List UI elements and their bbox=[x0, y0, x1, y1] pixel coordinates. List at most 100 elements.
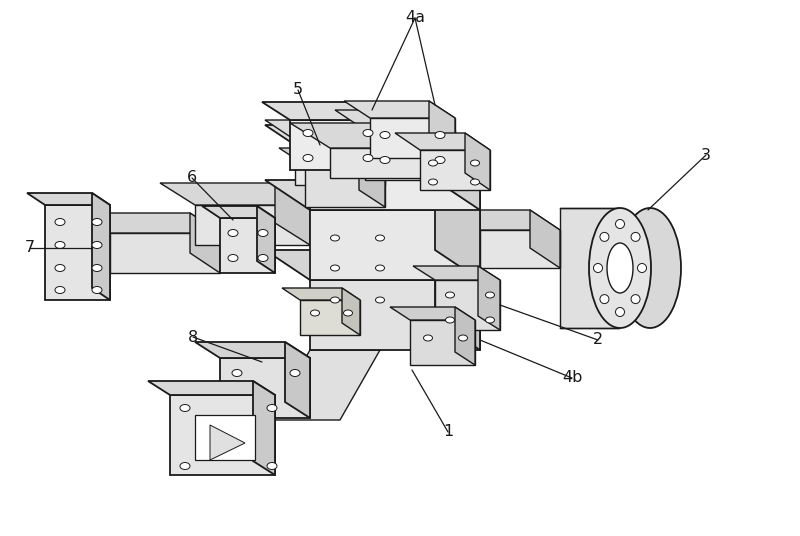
Polygon shape bbox=[305, 165, 385, 207]
Ellipse shape bbox=[446, 292, 454, 298]
Ellipse shape bbox=[638, 264, 646, 272]
Ellipse shape bbox=[303, 130, 313, 137]
Ellipse shape bbox=[486, 317, 494, 323]
Ellipse shape bbox=[330, 265, 339, 271]
Polygon shape bbox=[344, 101, 455, 118]
Ellipse shape bbox=[458, 335, 467, 341]
Ellipse shape bbox=[267, 405, 277, 412]
Polygon shape bbox=[359, 148, 385, 207]
Ellipse shape bbox=[375, 235, 385, 241]
Ellipse shape bbox=[594, 264, 602, 272]
Polygon shape bbox=[450, 210, 560, 230]
Polygon shape bbox=[290, 123, 460, 148]
Ellipse shape bbox=[228, 229, 238, 236]
Ellipse shape bbox=[258, 229, 268, 236]
Polygon shape bbox=[413, 266, 500, 280]
Ellipse shape bbox=[55, 264, 65, 272]
Polygon shape bbox=[330, 148, 460, 178]
Polygon shape bbox=[202, 206, 275, 218]
Ellipse shape bbox=[267, 463, 277, 470]
Polygon shape bbox=[275, 183, 310, 245]
Polygon shape bbox=[190, 213, 220, 273]
Text: 4a: 4a bbox=[405, 11, 425, 26]
Polygon shape bbox=[435, 180, 480, 280]
Ellipse shape bbox=[631, 295, 640, 303]
Polygon shape bbox=[148, 381, 275, 395]
Polygon shape bbox=[530, 210, 560, 268]
Polygon shape bbox=[335, 110, 455, 130]
Polygon shape bbox=[27, 193, 110, 205]
Polygon shape bbox=[435, 250, 480, 350]
Ellipse shape bbox=[228, 255, 238, 262]
Polygon shape bbox=[480, 230, 560, 268]
Ellipse shape bbox=[429, 160, 438, 166]
Ellipse shape bbox=[363, 154, 373, 161]
Ellipse shape bbox=[92, 264, 102, 272]
Ellipse shape bbox=[380, 157, 390, 163]
Polygon shape bbox=[310, 155, 480, 210]
Ellipse shape bbox=[615, 308, 625, 316]
Polygon shape bbox=[435, 125, 480, 210]
Ellipse shape bbox=[92, 219, 102, 226]
Ellipse shape bbox=[55, 219, 65, 226]
Text: 2: 2 bbox=[593, 332, 603, 347]
Polygon shape bbox=[410, 320, 475, 365]
Ellipse shape bbox=[55, 242, 65, 249]
Ellipse shape bbox=[423, 335, 433, 341]
Ellipse shape bbox=[310, 310, 319, 316]
Ellipse shape bbox=[615, 220, 625, 228]
Polygon shape bbox=[195, 342, 310, 358]
Polygon shape bbox=[92, 193, 110, 300]
Ellipse shape bbox=[619, 208, 681, 328]
Ellipse shape bbox=[589, 208, 651, 328]
Ellipse shape bbox=[330, 297, 339, 303]
Polygon shape bbox=[285, 342, 310, 418]
Polygon shape bbox=[257, 206, 275, 273]
Ellipse shape bbox=[600, 233, 609, 241]
Polygon shape bbox=[265, 125, 480, 155]
Ellipse shape bbox=[631, 233, 640, 241]
Polygon shape bbox=[262, 102, 385, 120]
Polygon shape bbox=[342, 288, 360, 335]
Polygon shape bbox=[300, 300, 360, 335]
Polygon shape bbox=[365, 130, 455, 180]
Polygon shape bbox=[80, 213, 220, 233]
Text: 7: 7 bbox=[25, 241, 35, 256]
Text: 8: 8 bbox=[188, 330, 198, 345]
Ellipse shape bbox=[258, 255, 268, 262]
Polygon shape bbox=[435, 280, 500, 330]
Polygon shape bbox=[282, 288, 360, 300]
Polygon shape bbox=[210, 425, 245, 460]
Ellipse shape bbox=[470, 160, 479, 166]
Polygon shape bbox=[357, 102, 385, 170]
Ellipse shape bbox=[55, 287, 65, 294]
Polygon shape bbox=[265, 180, 480, 210]
Polygon shape bbox=[455, 307, 475, 365]
Polygon shape bbox=[370, 118, 455, 158]
Polygon shape bbox=[160, 183, 310, 205]
Ellipse shape bbox=[446, 317, 454, 323]
Ellipse shape bbox=[92, 287, 102, 294]
Polygon shape bbox=[560, 208, 619, 328]
Ellipse shape bbox=[486, 292, 494, 298]
Polygon shape bbox=[253, 381, 275, 475]
Ellipse shape bbox=[375, 265, 385, 271]
Polygon shape bbox=[220, 218, 275, 273]
Ellipse shape bbox=[435, 157, 445, 163]
Polygon shape bbox=[355, 120, 385, 185]
Ellipse shape bbox=[92, 242, 102, 249]
Ellipse shape bbox=[429, 179, 438, 185]
Ellipse shape bbox=[375, 297, 385, 303]
Polygon shape bbox=[420, 123, 460, 178]
Polygon shape bbox=[429, 101, 455, 158]
Polygon shape bbox=[390, 307, 475, 320]
Polygon shape bbox=[265, 250, 480, 280]
Ellipse shape bbox=[232, 369, 242, 376]
Ellipse shape bbox=[435, 131, 445, 138]
Text: 6: 6 bbox=[187, 170, 197, 185]
Text: 5: 5 bbox=[293, 83, 303, 98]
Ellipse shape bbox=[343, 310, 353, 316]
Ellipse shape bbox=[180, 405, 190, 412]
Ellipse shape bbox=[363, 130, 373, 137]
Polygon shape bbox=[110, 233, 220, 273]
